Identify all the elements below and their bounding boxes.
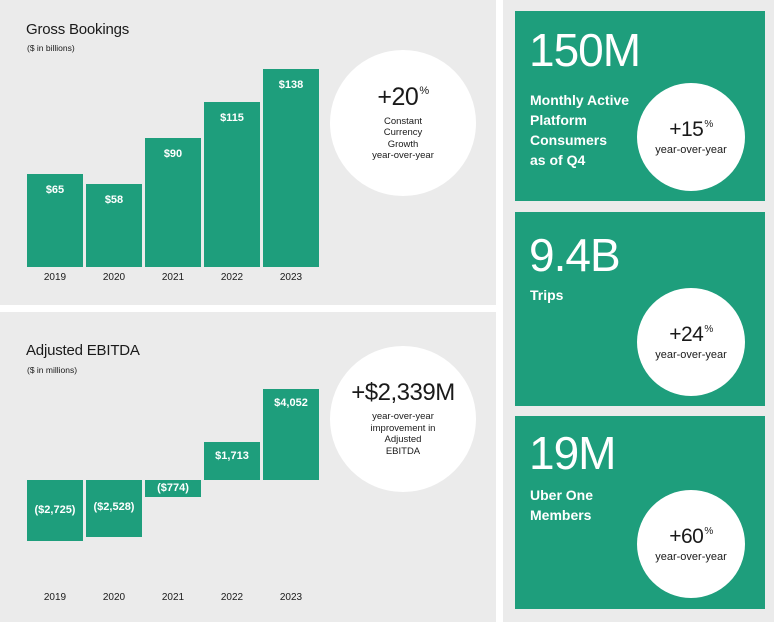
uber-one-growth-circle: +60% year-over-year — [637, 490, 745, 598]
gross-bookings-growth-value: +20% — [377, 82, 429, 111]
gross-bookings-growth-desc: Constant Currency Growth year-over-year — [372, 115, 434, 162]
adjusted-ebitda-value-label-2022: $1,713 — [215, 449, 249, 462]
adjusted-ebitda-title: Adjusted EBITDA — [26, 342, 140, 359]
uber-one-growth-value: +60% — [669, 524, 713, 548]
uber-one-growth-desc: year-over-year — [655, 550, 727, 563]
mapc-value: 150M — [529, 24, 641, 76]
mapc-label: Monthly Active Platform Consumers as of … — [530, 92, 630, 168]
gross-bookings-tick-2019: 2019 — [43, 272, 67, 283]
gross-bookings-tick-2022: 2022 — [220, 272, 244, 283]
adjusted-ebitda-subtitle: ($ in millions) — [27, 365, 78, 375]
adjusted-ebitda-bar-2020 — [86, 480, 142, 537]
mapc-growth-desc: year-over-year — [655, 143, 727, 156]
gross-bookings-title: Gross Bookings — [26, 21, 130, 38]
adjusted-ebitda-improvement-value: +$2,339M — [351, 379, 455, 406]
trips-value: 9.4B — [529, 229, 621, 281]
trips-label: Trips — [530, 287, 564, 303]
adjusted-ebitda-value-label-2021: ($774) — [157, 481, 189, 494]
gross-bookings-value-label-2021: $90 — [163, 147, 183, 160]
adjusted-ebitda-bar-2021 — [145, 480, 201, 498]
mapc-growth-value: +15% — [669, 117, 713, 141]
adjusted-ebitda-improvement-desc: year-over-year improvement in Adjusted E… — [370, 411, 436, 457]
adjusted-ebitda-tick-2020: 2020 — [102, 592, 126, 603]
adjusted-ebitda-tick-2019: 2019 — [43, 592, 67, 603]
gross-bookings-bar-2022 — [204, 102, 260, 267]
adjusted-ebitda-bar-2022 — [204, 441, 260, 480]
gross-bookings-bar-2023 — [263, 69, 319, 267]
adjusted-ebitda-value-label-2019: ($2,725) — [34, 503, 76, 516]
gross-bookings-bar-2021 — [145, 137, 201, 267]
adjusted-ebitda-bar-2019 — [27, 480, 83, 542]
adjusted-ebitda-tick-2023: 2023 — [279, 592, 303, 603]
gross-bookings-subtitle: ($ in billions) — [27, 43, 75, 53]
adjusted-ebitda-tick-2021: 2021 — [161, 592, 185, 603]
trips-growth-desc: year-over-year — [655, 348, 727, 361]
trips-growth-value: +24% — [669, 322, 713, 346]
gross-bookings-tick-2023: 2023 — [279, 272, 303, 283]
gross-bookings-value-label-2020: $58 — [104, 193, 124, 206]
trips-card: 9.4B Trips +24% year-over-year — [515, 212, 765, 406]
gross-bookings-value-label-2022: $115 — [220, 112, 244, 124]
adjusted-ebitda-improvement-circle: +$2,339M year-over-year improvement in A… — [330, 346, 476, 492]
adjusted-ebitda-value-label-2020: ($2,528) — [93, 501, 135, 514]
adjusted-ebitda-tick-2022: 2022 — [220, 592, 244, 603]
gross-bookings-growth-circle: +20% Constant Currency Growth year-over-… — [330, 50, 476, 196]
mapc-card: 150M Monthly Active Platform Consumers a… — [515, 11, 765, 201]
uber-one-value: 19M — [529, 427, 616, 479]
gross-bookings-value-label-2023: $138 — [278, 79, 304, 91]
gross-bookings-bar-2020 — [86, 183, 142, 267]
adjusted-ebitda-bar-2023 — [263, 389, 319, 480]
gross-bookings-tick-2020: 2020 — [102, 272, 126, 283]
uber-one-label: Uber One Members — [530, 487, 594, 523]
gross-bookings-value-label-2019: $65 — [45, 183, 65, 196]
adjusted-ebitda-value-label-2023: $4,052 — [274, 397, 308, 409]
uber-one-card: 19M Uber One Members +60% year-over-year — [515, 416, 765, 609]
trips-growth-circle: +24% year-over-year — [637, 288, 745, 396]
gross-bookings-bar-2019 — [27, 173, 83, 267]
gross-bookings-tick-2021: 2021 — [161, 272, 185, 283]
mapc-growth-circle: +15% year-over-year — [637, 83, 745, 191]
